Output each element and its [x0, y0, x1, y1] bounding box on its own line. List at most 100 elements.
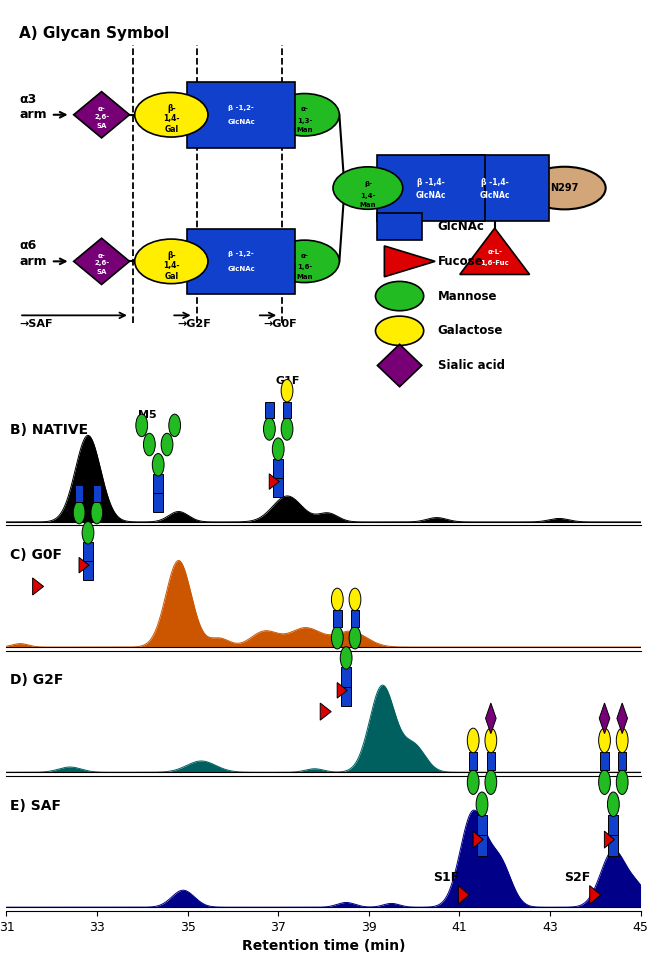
- Text: α-: α-: [98, 253, 105, 258]
- Text: α-: α-: [301, 106, 309, 112]
- Text: β-: β-: [167, 251, 175, 260]
- Text: SA: SA: [96, 269, 107, 275]
- Circle shape: [608, 792, 619, 817]
- Text: arm: arm: [19, 254, 47, 268]
- Circle shape: [263, 417, 275, 441]
- Circle shape: [617, 770, 628, 794]
- FancyBboxPatch shape: [341, 667, 351, 686]
- Text: 2,6-: 2,6-: [94, 260, 109, 266]
- Polygon shape: [32, 577, 43, 595]
- Circle shape: [331, 627, 343, 649]
- Text: 2,6-: 2,6-: [94, 114, 109, 120]
- Text: A) Glycan Symbol: A) Glycan Symbol: [19, 26, 170, 41]
- Text: Man: Man: [296, 127, 313, 133]
- Text: →SAF: →SAF: [19, 319, 52, 330]
- Circle shape: [135, 93, 208, 137]
- Text: S1F: S1F: [433, 870, 459, 884]
- Circle shape: [331, 588, 343, 610]
- Text: α6: α6: [19, 239, 36, 253]
- Polygon shape: [337, 683, 347, 698]
- Text: β-: β-: [364, 181, 372, 187]
- FancyBboxPatch shape: [273, 459, 283, 478]
- Text: 1,6-Fuc: 1,6-Fuc: [480, 260, 509, 266]
- Text: β -1,4-: β -1,4-: [481, 177, 509, 187]
- FancyBboxPatch shape: [477, 836, 487, 856]
- FancyBboxPatch shape: [93, 485, 101, 501]
- Circle shape: [152, 453, 164, 476]
- Circle shape: [598, 728, 610, 753]
- Text: M5: M5: [138, 410, 156, 419]
- Text: 1,4-: 1,4-: [163, 114, 180, 123]
- Circle shape: [73, 501, 85, 523]
- Text: GlcNAc: GlcNAc: [227, 266, 255, 272]
- Text: Mannose: Mannose: [437, 289, 497, 303]
- FancyBboxPatch shape: [341, 686, 351, 706]
- Circle shape: [270, 240, 339, 282]
- FancyBboxPatch shape: [487, 753, 495, 770]
- FancyBboxPatch shape: [83, 543, 93, 561]
- Circle shape: [281, 380, 293, 402]
- Circle shape: [82, 522, 94, 544]
- Text: 1,6-: 1,6-: [297, 264, 312, 270]
- Polygon shape: [599, 703, 610, 734]
- Circle shape: [375, 281, 424, 310]
- Text: N297: N297: [550, 183, 578, 193]
- Text: GlcNAc: GlcNAc: [416, 191, 446, 201]
- Polygon shape: [384, 246, 435, 277]
- FancyBboxPatch shape: [600, 753, 609, 770]
- Polygon shape: [269, 473, 280, 490]
- Circle shape: [340, 647, 352, 669]
- Text: C) G0F: C) G0F: [10, 548, 61, 562]
- FancyBboxPatch shape: [333, 610, 342, 627]
- FancyBboxPatch shape: [618, 753, 626, 770]
- Text: 1,4-: 1,4-: [360, 193, 376, 199]
- Text: GlcNAc: GlcNAc: [437, 220, 485, 233]
- Polygon shape: [74, 238, 129, 284]
- Text: B) NATIVE: B) NATIVE: [10, 422, 88, 437]
- Circle shape: [485, 770, 497, 794]
- Text: 1,4-: 1,4-: [163, 260, 180, 270]
- Circle shape: [476, 792, 488, 817]
- Circle shape: [281, 417, 293, 441]
- Circle shape: [617, 728, 628, 753]
- Text: S2F: S2F: [564, 870, 591, 884]
- Text: →G2F: →G2F: [178, 319, 212, 330]
- Text: G1F: G1F: [275, 376, 300, 386]
- Polygon shape: [604, 831, 615, 848]
- Circle shape: [598, 770, 610, 794]
- Circle shape: [349, 627, 361, 649]
- Text: SA: SA: [96, 122, 107, 128]
- FancyBboxPatch shape: [608, 836, 619, 856]
- FancyBboxPatch shape: [351, 610, 359, 627]
- Circle shape: [161, 433, 173, 456]
- Circle shape: [144, 433, 155, 456]
- FancyBboxPatch shape: [83, 561, 93, 580]
- Text: β -1,2-: β -1,2-: [228, 105, 254, 111]
- Polygon shape: [320, 703, 331, 720]
- Text: β-: β-: [167, 104, 175, 114]
- Circle shape: [91, 501, 103, 523]
- Text: β -1,2-: β -1,2-: [228, 252, 254, 257]
- Text: arm: arm: [19, 108, 47, 121]
- Text: α3: α3: [19, 93, 36, 106]
- Circle shape: [375, 316, 424, 345]
- Text: Fucose: Fucose: [437, 254, 483, 268]
- Circle shape: [467, 728, 479, 753]
- FancyBboxPatch shape: [377, 155, 485, 221]
- Text: α-L-: α-L-: [487, 249, 502, 254]
- Text: α-: α-: [301, 253, 309, 258]
- Polygon shape: [473, 831, 483, 848]
- FancyBboxPatch shape: [477, 815, 487, 836]
- Circle shape: [467, 770, 479, 794]
- Text: GlcNAc: GlcNAc: [227, 120, 255, 125]
- Polygon shape: [458, 886, 469, 904]
- FancyBboxPatch shape: [608, 815, 619, 836]
- FancyBboxPatch shape: [377, 213, 422, 240]
- FancyBboxPatch shape: [469, 753, 477, 770]
- Circle shape: [270, 94, 339, 136]
- Polygon shape: [79, 557, 89, 573]
- Ellipse shape: [523, 167, 606, 209]
- FancyBboxPatch shape: [187, 82, 295, 147]
- FancyBboxPatch shape: [153, 474, 163, 494]
- Text: E) SAF: E) SAF: [10, 799, 61, 813]
